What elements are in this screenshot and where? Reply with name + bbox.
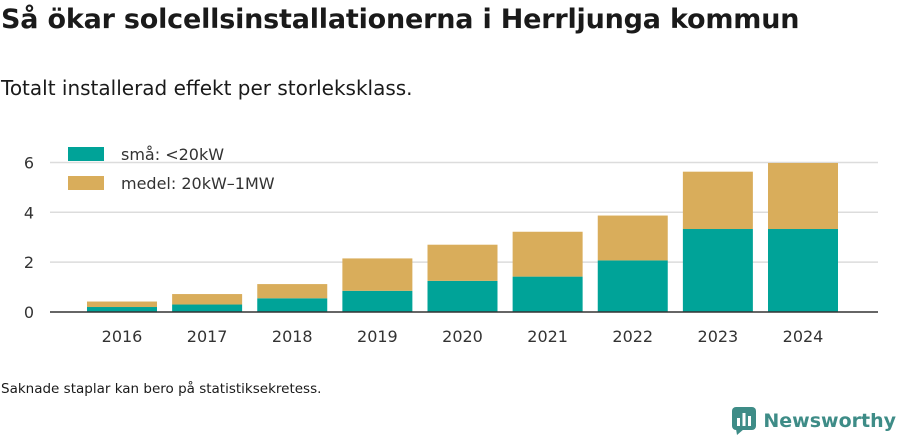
- legend-label: medel: 20kW–1MW: [121, 174, 275, 193]
- y-tick-label: 6: [24, 153, 34, 172]
- bar-segment: [342, 258, 413, 291]
- x-tick-label: 2020: [442, 327, 483, 346]
- bar-segment: [427, 244, 498, 281]
- newsworthy-logo-icon: [732, 407, 757, 435]
- bar-segment: [342, 290, 413, 312]
- legend: små: <20kW medel: 20kW–1MW: [68, 145, 275, 193]
- x-tick-label: 2019: [357, 327, 398, 346]
- bar-segment: [768, 229, 838, 312]
- legend-swatch: [68, 176, 104, 190]
- bars: [87, 162, 838, 312]
- brand-name: Newsworthy: [763, 410, 896, 432]
- x-tick-label: 2021: [527, 327, 568, 346]
- chart-title: Så ökar solcellsinstallationerna i Herrl…: [1, 4, 800, 35]
- bar-segment: [427, 280, 498, 312]
- bar-segment: [87, 307, 157, 312]
- x-tick-label: 2018: [272, 327, 313, 346]
- bar-segment: [257, 298, 328, 312]
- bar-segment: [597, 260, 668, 312]
- y-tick-label: 0: [24, 303, 34, 322]
- bar-segment: [768, 162, 838, 230]
- bar-segment: [682, 229, 753, 312]
- brand-logo[interactable]: Newsworthy: [731, 404, 896, 438]
- legend-label: små: <20kW: [121, 145, 224, 164]
- y-tick-label: 2: [24, 253, 34, 272]
- bar-segment: [172, 294, 243, 305]
- bar-segment: [257, 284, 328, 299]
- footnote: Saknade staplar kan bero på statistiksek…: [1, 381, 322, 397]
- chart-subtitle: Totalt installerad effekt per storlekskl…: [1, 76, 413, 100]
- x-tick-label: 2017: [187, 327, 228, 346]
- x-tick-label: 2023: [698, 327, 739, 346]
- y-tick-label: 4: [24, 203, 34, 222]
- stacked-bar-chart: 0 2 4 6 2016 2017 2018 2019 2020 2021 2022 2023 2024…: [24, 145, 878, 346]
- bar-segment: [87, 301, 157, 308]
- legend-swatch: [68, 147, 104, 161]
- bar-segment: [512, 276, 583, 312]
- axes: 0 2 4 6 2016 2017 2018 2019 2020 2021 2022 2023 2024: [24, 153, 878, 346]
- bar-segment: [682, 171, 753, 230]
- bar-segment: [597, 215, 668, 261]
- bar-segment: [172, 304, 243, 312]
- x-tick-label: 2016: [102, 327, 143, 346]
- x-tick-label: 2022: [612, 327, 653, 346]
- x-tick-label: 2024: [783, 327, 824, 346]
- bar-segment: [512, 231, 583, 277]
